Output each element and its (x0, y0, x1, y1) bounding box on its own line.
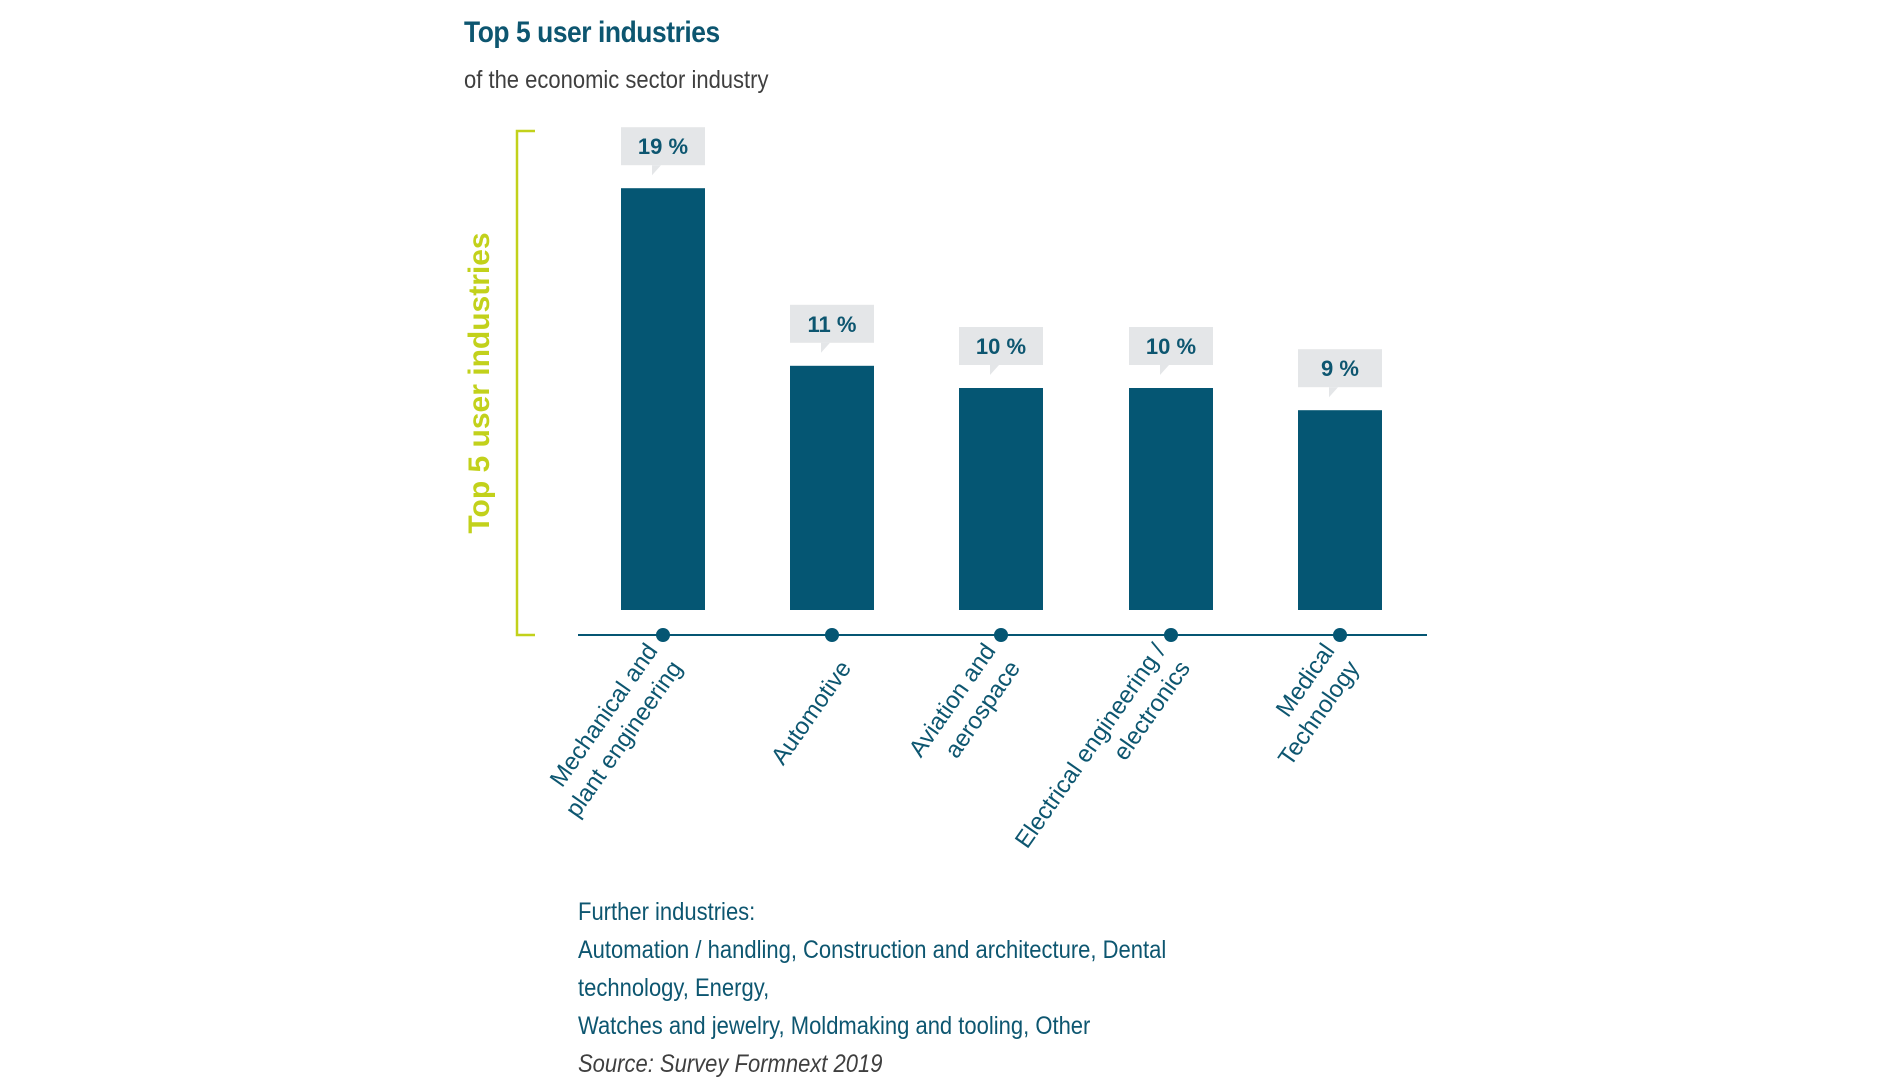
category-label: Electrical engineering /electronics (1010, 638, 1196, 853)
value-label: 10 % (1146, 334, 1196, 359)
bar (1129, 388, 1213, 610)
value-label: 9 % (1321, 356, 1359, 381)
category-label-line: Electrical engineering / (1010, 638, 1172, 853)
bar (959, 388, 1043, 610)
category-label: Automotive (766, 656, 857, 770)
value-label: 11 % (808, 312, 857, 337)
y-axis-bracket (515, 129, 535, 637)
value-label-box (1129, 327, 1213, 365)
chart-title: Top 5 user industries (464, 16, 720, 49)
bar (621, 188, 705, 610)
axis-dot (1333, 628, 1347, 642)
value-label-box (1298, 349, 1382, 388)
axis-dot (656, 628, 670, 642)
axis-dot (994, 628, 1008, 642)
value-label-pointer (990, 365, 999, 375)
bars-layer: Top 5 user industries 19 % Mechanical andp… (463, 127, 1427, 853)
value-label-pointer (1329, 387, 1338, 398)
chart-subtitle: of the economic sector industry (464, 66, 769, 94)
value-label-pointer (652, 165, 661, 176)
value-label-box (959, 327, 1043, 365)
footer-notes: Further industries: Automation / handlin… (578, 893, 1282, 1083)
value-label: 19 % (638, 134, 688, 159)
axis-dot (825, 628, 839, 642)
bar (1298, 410, 1382, 610)
category-label-line: Automotive (766, 656, 857, 770)
value-label-box (621, 127, 705, 166)
value-label: 10 % (976, 334, 1026, 359)
value-label-box (790, 304, 874, 343)
further-industries-heading: Further industries: (578, 898, 756, 926)
source-note: Source: Survey Formnext 2019 (578, 1050, 883, 1078)
value-label-pointer (821, 342, 830, 353)
further-industries-line-1: Automation / handling, Construction and … (578, 936, 1167, 1002)
further-industries-line-2: Watches and jewelry, Moldmaking and tool… (578, 1012, 1091, 1040)
axis-dot (1164, 628, 1178, 642)
y-axis-label: Top 5 user industries (463, 232, 496, 533)
value-label-pointer (1160, 365, 1169, 375)
bar (790, 365, 874, 610)
